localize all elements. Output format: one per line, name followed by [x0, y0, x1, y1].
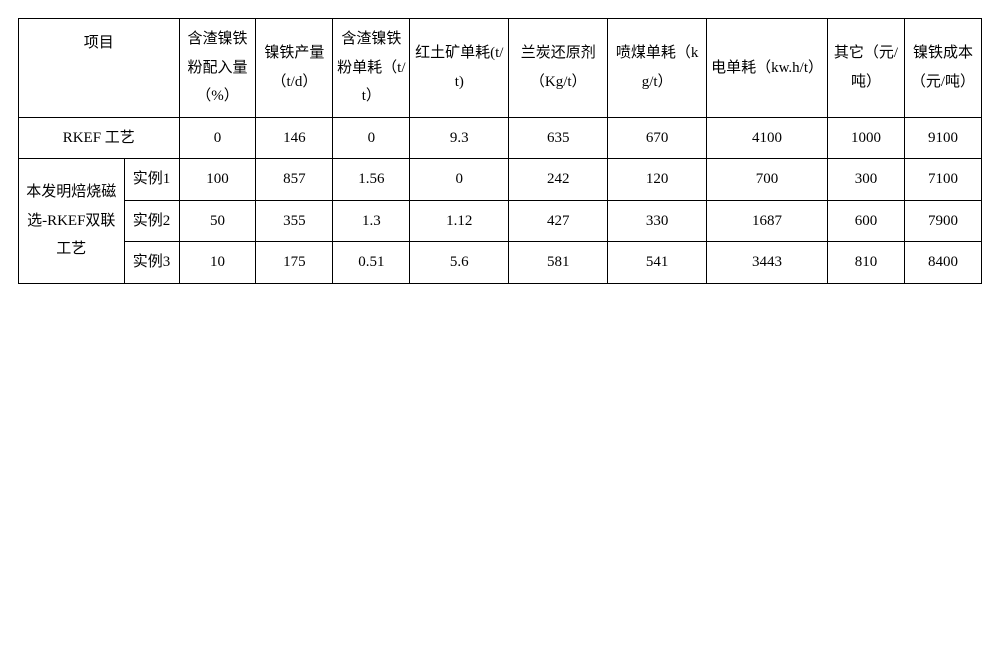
- col-h3: 含渣镍铁粉单耗（t/t）: [333, 19, 410, 118]
- cell: 810: [828, 242, 905, 284]
- row-label-ex1: 实例1: [124, 159, 179, 201]
- cell: 3443: [707, 242, 828, 284]
- cell: 355: [256, 200, 333, 242]
- col-h2: 镍铁产量（t/d）: [256, 19, 333, 118]
- cell: 330: [608, 200, 707, 242]
- cell: 670: [608, 117, 707, 159]
- cell: 0.51: [333, 242, 410, 284]
- cell: 7900: [904, 200, 981, 242]
- cell: 146: [256, 117, 333, 159]
- cell: 300: [828, 159, 905, 201]
- cell: 0: [179, 117, 256, 159]
- col-h1: 含渣镍铁粉配入量（%）: [179, 19, 256, 118]
- cell: 1687: [707, 200, 828, 242]
- row-label-ex2: 实例2: [124, 200, 179, 242]
- table-row: 本发明焙烧磁选-RKEF双联工艺 实例1 100 857 1.56 0 242 …: [19, 159, 982, 201]
- cell: 635: [509, 117, 608, 159]
- cell: 100: [179, 159, 256, 201]
- cell: 120: [608, 159, 707, 201]
- row-label-group: 本发明焙烧磁选-RKEF双联工艺: [19, 159, 125, 284]
- cell: 10: [179, 242, 256, 284]
- cell: 700: [707, 159, 828, 201]
- cell: 581: [509, 242, 608, 284]
- comparison-table: 项目 含渣镍铁粉配入量（%） 镍铁产量（t/d） 含渣镍铁粉单耗（t/t） 红土…: [18, 18, 982, 284]
- table-row: 实例3 10 175 0.51 5.6 581 541 3443 810 840…: [19, 242, 982, 284]
- cell: 1.12: [410, 200, 509, 242]
- cell: 8400: [904, 242, 981, 284]
- cell: 175: [256, 242, 333, 284]
- table-row: 实例2 50 355 1.3 1.12 427 330 1687 600 790…: [19, 200, 982, 242]
- cell: 9100: [904, 117, 981, 159]
- cell: 1000: [828, 117, 905, 159]
- cell: 427: [509, 200, 608, 242]
- cell: 1.56: [333, 159, 410, 201]
- cell: 242: [509, 159, 608, 201]
- row-label-rkef: RKEF 工艺: [19, 117, 180, 159]
- cell: 0: [410, 159, 509, 201]
- col-h6: 喷煤单耗（kg/t）: [608, 19, 707, 118]
- col-h9: 镍铁成本（元/吨）: [904, 19, 981, 118]
- cell: 541: [608, 242, 707, 284]
- cell: 857: [256, 159, 333, 201]
- cell: 5.6: [410, 242, 509, 284]
- table-row: RKEF 工艺 0 146 0 9.3 635 670 4100 1000 91…: [19, 117, 982, 159]
- row-label-ex3: 实例3: [124, 242, 179, 284]
- cell: 50: [179, 200, 256, 242]
- cell: 1.3: [333, 200, 410, 242]
- cell: 0: [333, 117, 410, 159]
- cell: 600: [828, 200, 905, 242]
- col-h7: 电单耗（kw.h/t）: [707, 19, 828, 118]
- col-h8: 其它（元/吨）: [828, 19, 905, 118]
- col-project: 项目: [19, 19, 180, 118]
- col-h5: 兰炭还原剂（Kg/t）: [509, 19, 608, 118]
- cell: 7100: [904, 159, 981, 201]
- col-h4: 红土矿单耗(t/t): [410, 19, 509, 118]
- cell: 9.3: [410, 117, 509, 159]
- table-header-row: 项目 含渣镍铁粉配入量（%） 镍铁产量（t/d） 含渣镍铁粉单耗（t/t） 红土…: [19, 19, 982, 118]
- cell: 4100: [707, 117, 828, 159]
